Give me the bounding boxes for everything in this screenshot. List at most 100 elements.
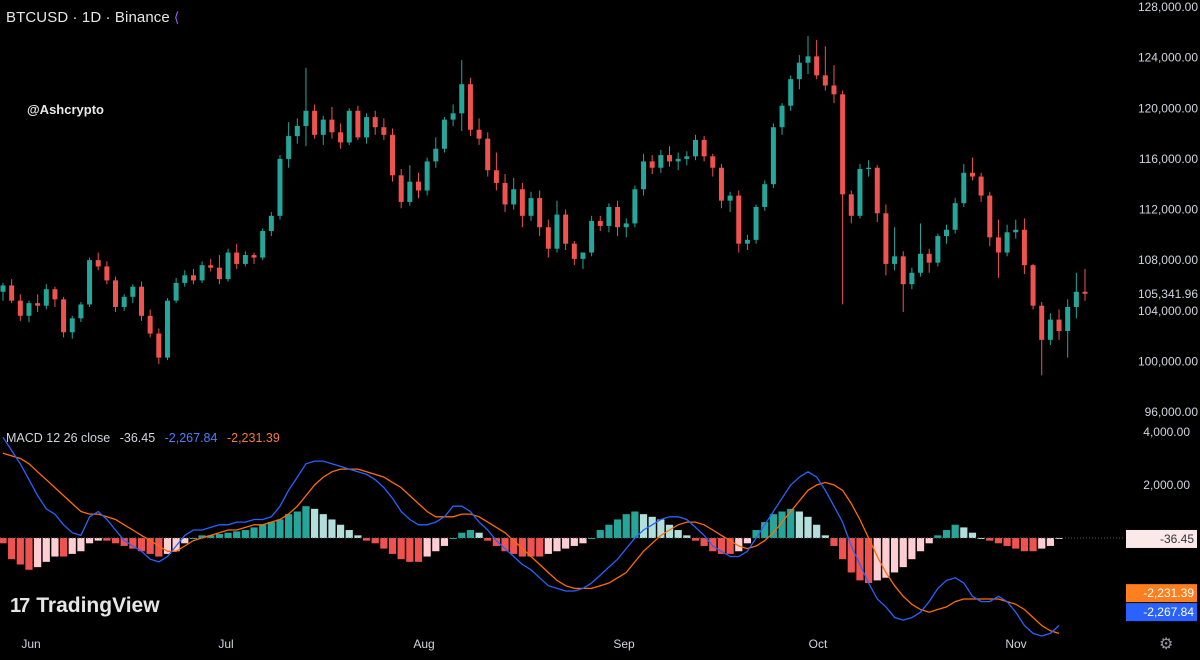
candle-down bbox=[104, 266, 110, 281]
macd-histogram-bar bbox=[311, 508, 319, 538]
macd-histogram-bar bbox=[639, 514, 648, 538]
candle-down bbox=[831, 85, 837, 95]
macd-histogram-bar bbox=[674, 530, 682, 538]
candle-up bbox=[320, 119, 326, 135]
candle-up bbox=[952, 203, 958, 230]
candle-up bbox=[805, 56, 811, 63]
candle-down bbox=[208, 265, 214, 268]
candle-down bbox=[312, 110, 318, 135]
macd-histogram-bar bbox=[466, 530, 475, 538]
candle-up bbox=[121, 296, 127, 307]
macd-histogram-bar bbox=[484, 538, 492, 541]
macd-histogram-bar bbox=[276, 519, 284, 538]
macd-histogram-bar bbox=[388, 538, 397, 554]
candle-up bbox=[1065, 306, 1071, 331]
candle-down bbox=[485, 138, 491, 171]
macd-histogram-bar bbox=[527, 538, 535, 557]
macd-histogram-bar bbox=[1020, 538, 1029, 552]
macd-histogram-bar bbox=[960, 527, 968, 538]
macd-histogram-bar bbox=[129, 538, 137, 549]
gear-icon[interactable]: ⚙ bbox=[1159, 636, 1174, 653]
macd-histogram-bar bbox=[16, 538, 24, 565]
macd-histogram-bar bbox=[250, 527, 258, 538]
candle-down bbox=[467, 84, 473, 130]
macd-line bbox=[2, 436, 1060, 637]
candle-up bbox=[346, 110, 352, 143]
macd-histogram-bar bbox=[215, 534, 223, 538]
macd-histogram-bar bbox=[622, 514, 630, 538]
macd-histogram-bar bbox=[986, 538, 994, 541]
macd-histogram-bar bbox=[475, 532, 483, 538]
candle-up bbox=[528, 198, 534, 216]
macd-histogram-bar bbox=[8, 538, 16, 560]
candle-down bbox=[338, 132, 344, 143]
candle-down bbox=[926, 253, 932, 263]
candle-down bbox=[874, 167, 880, 214]
macd-histogram-bar bbox=[631, 511, 639, 538]
candle-up bbox=[364, 117, 370, 138]
macd-histogram-bar bbox=[432, 538, 440, 552]
macd-histogram-bar bbox=[59, 538, 68, 557]
candle-down bbox=[615, 206, 621, 228]
candle-down bbox=[597, 220, 603, 226]
candle-up bbox=[623, 223, 629, 228]
macd-histogram-bar bbox=[328, 519, 336, 538]
macd-histogram-bar bbox=[717, 538, 726, 554]
macd-histogram-bar bbox=[544, 538, 552, 554]
candle-down bbox=[900, 256, 906, 285]
price-tick-label: 120,000.00 bbox=[1138, 101, 1198, 115]
candle-down bbox=[390, 134, 396, 176]
macd-histogram-bar bbox=[440, 538, 449, 546]
macd-value-badge: -2,267.84 bbox=[1143, 605, 1194, 619]
macd-histogram-bar bbox=[665, 524, 674, 538]
candle-down bbox=[190, 275, 196, 281]
candle-down bbox=[969, 172, 975, 177]
macd-histogram-bar bbox=[198, 535, 206, 538]
candle-up bbox=[554, 214, 560, 249]
macd-histogram-bar bbox=[259, 524, 267, 538]
macd-histogram-bar bbox=[908, 538, 916, 560]
price-tick-label: 116,000.00 bbox=[1139, 152, 1198, 166]
candle-down bbox=[1056, 319, 1062, 331]
macd-histogram-bar bbox=[285, 514, 293, 538]
candle-up bbox=[511, 189, 517, 205]
candle-down bbox=[398, 175, 404, 202]
price-tick-label: 112,000.00 bbox=[1139, 203, 1198, 217]
macd-tick-label: 4,000.00 bbox=[1143, 425, 1190, 439]
candle-up bbox=[580, 252, 586, 259]
price-tick-label: 96,000.00 bbox=[1145, 405, 1199, 419]
symbol-header[interactable]: BTCUSD · 1D · Binance ⟨ bbox=[6, 9, 179, 26]
candle-up bbox=[727, 195, 733, 201]
macd-histogram-bar bbox=[423, 538, 431, 557]
macd-histogram-bar bbox=[155, 538, 163, 557]
candle-down bbox=[537, 198, 543, 228]
candle-down bbox=[329, 119, 335, 133]
macd-histogram-bar bbox=[501, 538, 509, 552]
macd-histogram-bar bbox=[804, 516, 812, 538]
candle-down bbox=[35, 303, 41, 306]
histogram-value-badge-bg bbox=[1126, 529, 1197, 548]
candle-down bbox=[9, 285, 15, 301]
macd-histogram-bar bbox=[726, 538, 734, 554]
candle-up bbox=[407, 181, 413, 202]
candle-up bbox=[753, 206, 759, 240]
candle-down bbox=[381, 127, 387, 135]
macd-histogram-bar bbox=[865, 538, 873, 584]
macd-legend[interactable]: MACD 12 26 close -36.45 -2,267.84 -2,231… bbox=[6, 431, 280, 445]
macd-histogram-bar bbox=[787, 508, 795, 538]
candle-up bbox=[675, 158, 681, 162]
candle-down bbox=[978, 176, 984, 196]
macd-histogram-bar bbox=[813, 524, 821, 538]
macd-histogram-bar bbox=[1038, 538, 1046, 549]
candle-down bbox=[571, 243, 577, 259]
candle-up bbox=[26, 303, 32, 316]
macd-histogram-bar bbox=[778, 511, 786, 538]
candle-down bbox=[519, 189, 525, 216]
macd-histogram-bar bbox=[492, 538, 500, 546]
candle-up bbox=[130, 286, 136, 297]
time-axis: Jun Jul Aug Sep Oct Nov bbox=[21, 637, 1026, 651]
candle-up bbox=[260, 231, 266, 258]
candle-down bbox=[710, 156, 716, 168]
macd-histogram-bar bbox=[613, 519, 622, 538]
